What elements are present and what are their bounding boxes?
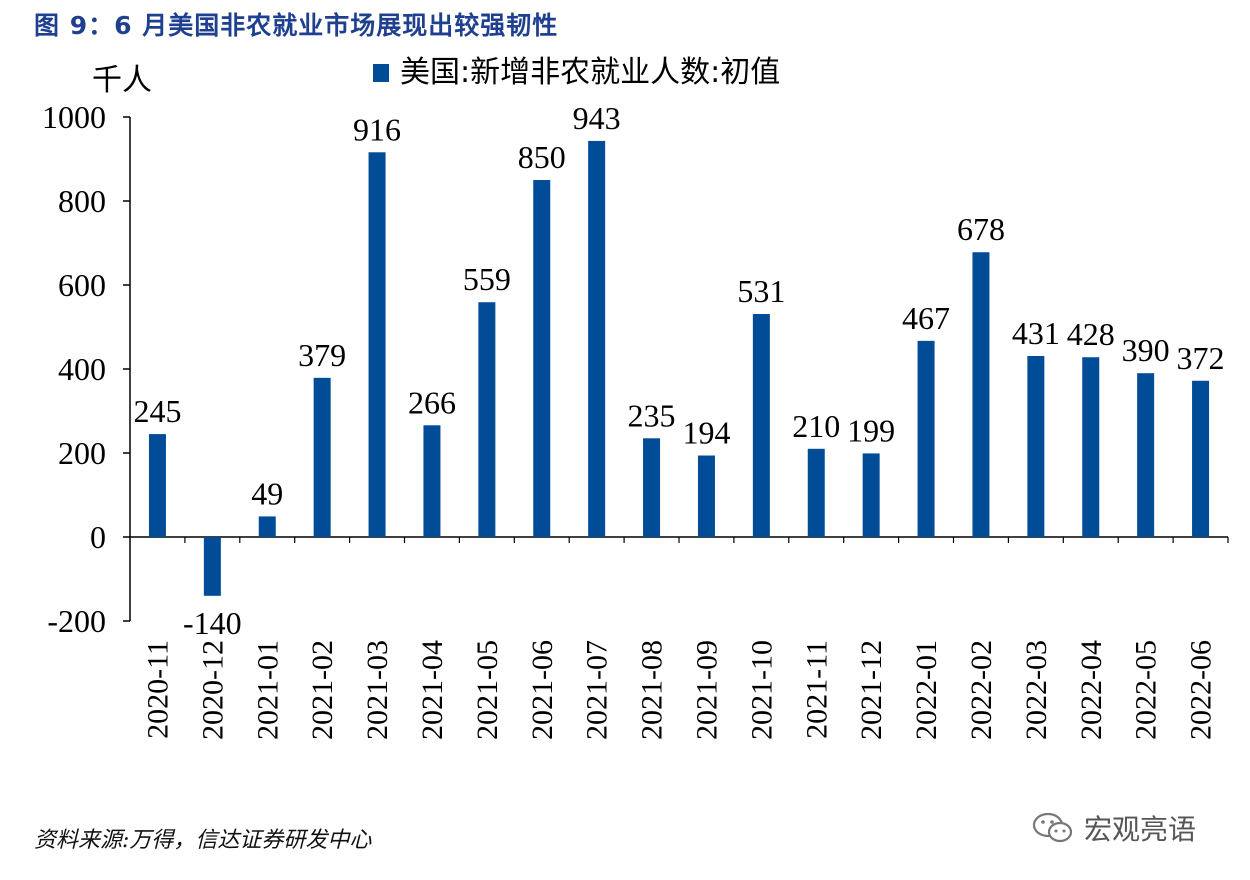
x-tick-label: 2021-09: [690, 640, 723, 740]
bar: [1082, 357, 1100, 537]
data-label: 431: [1012, 315, 1060, 351]
data-label: 372: [1177, 340, 1225, 376]
data-label: 428: [1067, 316, 1115, 352]
figure-title: 图 9：6 月美国非农就业市场展现出较强韧性: [34, 11, 559, 40]
data-label: 390: [1122, 332, 1170, 368]
bar: [972, 252, 990, 538]
x-tick-label: 2021-06: [526, 640, 559, 740]
x-tick-label: 2022-01: [910, 640, 943, 740]
bar: [313, 377, 331, 537]
y-tick-label: 1000: [42, 99, 106, 135]
data-label: 194: [682, 415, 730, 451]
bar: [752, 313, 770, 537]
bar: [423, 425, 441, 537]
source-note: 资料来源:万得，信达证券研发中心: [34, 828, 372, 853]
data-label: 850: [518, 139, 566, 175]
data-label: 266: [408, 384, 456, 420]
y-tick-label: 800: [58, 183, 106, 219]
x-tick-label: 2022-02: [965, 640, 998, 740]
bar: [862, 453, 880, 537]
data-label: 467: [902, 300, 950, 336]
data-label: 210: [792, 408, 840, 444]
bar: [643, 438, 661, 537]
x-tick-label: 2021-12: [855, 640, 888, 740]
x-tick-label: 2022-05: [1130, 640, 1163, 740]
bar: [1137, 373, 1155, 537]
x-tick-label: 2021-07: [581, 640, 614, 740]
x-tick-label: 2021-10: [745, 640, 778, 740]
bar: [368, 152, 386, 537]
watermark: 宏观亮语: [1032, 808, 1196, 848]
legend-swatch: [373, 64, 389, 82]
y-axis-unit-label: 千人: [92, 63, 152, 98]
x-tick-label: 2020-11: [141, 640, 174, 739]
y-tick-label: 0: [90, 519, 106, 555]
legend-label: 美国:新增非农就业人数:初值: [400, 55, 780, 90]
data-label: 943: [573, 100, 621, 136]
bar: [917, 340, 935, 537]
bar: [148, 434, 166, 537]
data-label: 379: [298, 337, 346, 373]
y-tick-label: -200: [47, 603, 106, 639]
wechat-icon: [1032, 812, 1073, 843]
data-label: 199: [847, 412, 895, 448]
x-tick-label: 2020-12: [196, 640, 229, 740]
data-label: 49: [251, 475, 283, 511]
bar: [1027, 355, 1045, 537]
data-label: 245: [133, 393, 181, 429]
x-tick-label: 2022-04: [1075, 640, 1108, 740]
x-tick-label: 2022-06: [1185, 640, 1218, 740]
x-tick-label: 2021-08: [636, 640, 669, 740]
data-label: 559: [463, 261, 511, 297]
bar: [533, 180, 551, 537]
bar: [258, 516, 276, 537]
x-tick-label: 2021-02: [306, 640, 339, 740]
y-tick-label: 200: [58, 435, 106, 471]
data-label: 235: [628, 397, 676, 433]
x-tick-label: 2022-03: [1020, 640, 1053, 740]
bar: [588, 140, 606, 537]
watermark-text: 宏观亮语: [1084, 813, 1197, 846]
x-tick-label: 2021-11: [800, 640, 833, 739]
y-tick-label: 600: [58, 267, 106, 303]
bar: [203, 537, 221, 596]
x-tick-label: 2021-03: [361, 640, 394, 740]
x-tick-label: 2021-04: [416, 640, 449, 740]
bar: [807, 448, 825, 537]
data-label: 678: [957, 211, 1005, 247]
y-tick-label: 400: [58, 351, 106, 387]
bar: [478, 302, 496, 537]
data-label: 916: [353, 111, 401, 147]
data-label: -140: [183, 605, 242, 641]
data-label: 531: [737, 273, 785, 309]
x-tick-label: 2021-05: [471, 640, 504, 740]
bar: [697, 455, 715, 537]
bar: [1192, 380, 1210, 537]
x-tick-label: 2021-01: [251, 640, 284, 740]
